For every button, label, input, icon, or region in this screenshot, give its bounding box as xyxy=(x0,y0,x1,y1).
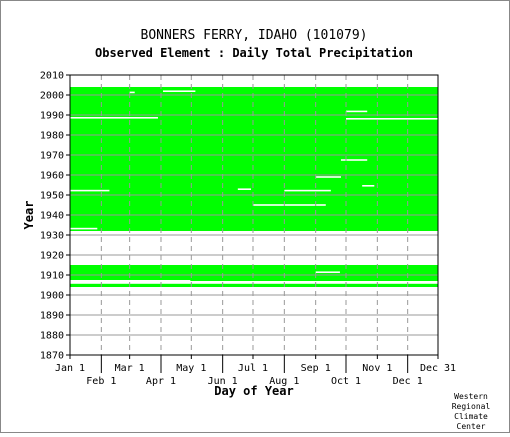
observed-block-0 xyxy=(70,265,438,281)
missing-segment-0 xyxy=(70,262,98,265)
missing-segment-3 xyxy=(315,271,340,273)
y-tick-label-6: 1930 xyxy=(40,231,64,242)
missing-segment-17 xyxy=(130,84,167,86)
y-tick-label-13: 2000 xyxy=(40,91,64,102)
x-tick-label-top-2: May 1 xyxy=(176,363,206,374)
missing-segment-5 xyxy=(284,189,331,192)
observed-block-1 xyxy=(70,87,438,231)
y-tick-label-10: 1970 xyxy=(40,151,64,162)
missing-segment-9 xyxy=(315,176,341,178)
x-tick-label-top-5: Nov 1 xyxy=(362,363,392,374)
x-tick-label-bottom-5: Dec 1 xyxy=(393,376,423,387)
x-tick-label-top-3: Jul 1 xyxy=(238,363,268,374)
x-tick-label-top-4: Sep 1 xyxy=(301,363,331,374)
missing-segment-13 xyxy=(346,110,368,113)
y-tick-label-14: 2010 xyxy=(40,71,64,82)
x-tick-label-bottom-3: Aug 1 xyxy=(269,376,299,387)
x-axis-label: Day of Year xyxy=(214,384,293,398)
credit-line-3: Climate xyxy=(454,412,488,421)
missing-segment-11 xyxy=(70,117,158,119)
y-tick-label-1: 1880 xyxy=(40,331,64,342)
y-tick-label-3: 1900 xyxy=(40,291,64,302)
x-tick-label-bottom-4: Oct 1 xyxy=(331,376,361,387)
x-tick-label-top-0: Jan 1 xyxy=(55,363,85,374)
x-tick-label-bottom-2: Jun 1 xyxy=(208,376,238,387)
credit-line-4: Center xyxy=(457,422,486,431)
missing-segment-1 xyxy=(70,280,191,282)
missing-segment-14 xyxy=(163,90,196,92)
missing-segment-16 xyxy=(94,84,131,86)
y-tick-label-5: 1920 xyxy=(40,251,64,262)
y-tick-label-12: 1990 xyxy=(40,111,64,122)
missing-segment-6 xyxy=(70,189,110,192)
y-tick-label-8: 1950 xyxy=(40,191,64,202)
x-tick-label-top-1: Mar 1 xyxy=(115,363,145,374)
y-tick-label-2: 1890 xyxy=(40,311,64,322)
y-axis-label: Year xyxy=(22,201,36,230)
y-tick-label-0: 1870 xyxy=(40,351,64,362)
y-tick-label-11: 1980 xyxy=(40,131,64,142)
data-layer xyxy=(70,84,438,287)
grid-layer xyxy=(69,74,439,356)
missing-segment-8 xyxy=(362,185,375,187)
y-tick-label-4: 1910 xyxy=(40,271,64,282)
credit-line-1: Western xyxy=(454,392,488,401)
x-tick-label-bottom-1: Apr 1 xyxy=(146,376,176,387)
y-tick-label-9: 1960 xyxy=(40,171,64,182)
y-tick-label-7: 1940 xyxy=(40,211,64,222)
credit-line-2: Regional xyxy=(452,402,491,411)
chart-subtitle: Observed Element : Daily Total Precipita… xyxy=(95,46,413,60)
missing-segment-7 xyxy=(237,188,251,190)
x-tick-label-top-6: Dec 31 xyxy=(420,363,456,374)
missing-segment-15 xyxy=(129,91,135,94)
chart-title: BONNERS FERRY, IDAHO (101079) xyxy=(141,28,368,43)
observed-block-2 xyxy=(70,283,438,287)
missing-segment-10 xyxy=(340,159,368,161)
missing-segment-2 xyxy=(70,227,98,230)
x-tick-label-bottom-0: Feb 1 xyxy=(86,376,116,387)
missing-segment-12 xyxy=(346,118,438,120)
missing-segment-4 xyxy=(252,204,326,206)
axis-layer: 1870 1880 1890 1900 1910 1920 1930 1940 1950 1960… xyxy=(40,71,456,388)
